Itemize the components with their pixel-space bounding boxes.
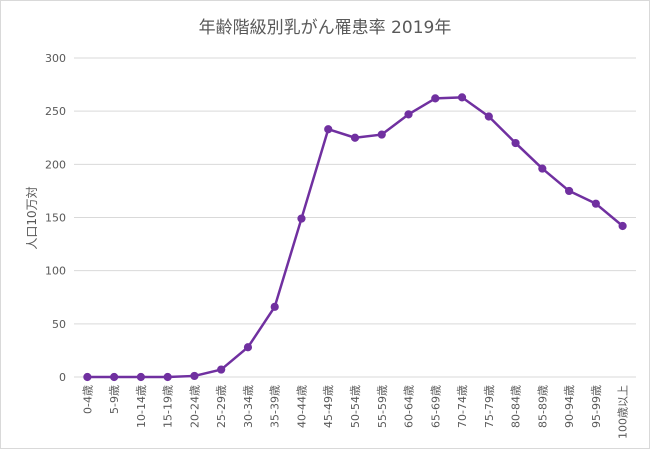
- y-tick-label: 100: [45, 265, 66, 278]
- data-point: [270, 302, 279, 311]
- x-tick-label: 50-54歳: [349, 385, 362, 428]
- data-point: [618, 221, 627, 231]
- data-point: [297, 214, 306, 223]
- y-tick-label: 0: [59, 371, 66, 384]
- chart-title: 年齢階級別乳がん罹患率 2019年: [199, 18, 452, 38]
- data-point: [511, 138, 520, 148]
- data-point: [431, 94, 440, 103]
- data-point: [110, 372, 119, 382]
- data-point: [83, 372, 92, 382]
- data-point: [404, 110, 413, 119]
- data-point: [163, 372, 172, 382]
- data-point: [484, 112, 493, 121]
- x-tick-label: 35-39歳: [269, 385, 282, 428]
- y-tick-label: 250: [45, 105, 66, 118]
- x-tick-label: 25-29歳: [215, 385, 228, 428]
- x-tick-label: 0-4歳: [81, 385, 94, 414]
- x-tick-label: 75-79歳: [483, 385, 496, 428]
- x-tick-label: 15-19歳: [162, 385, 175, 428]
- data-point: [538, 164, 547, 173]
- x-tick-label: 80-84歳: [510, 385, 523, 428]
- data-point: [350, 133, 360, 142]
- x-tick-label: 70-74歳: [456, 385, 469, 428]
- data-point: [377, 130, 386, 139]
- data-point: [591, 199, 600, 208]
- y-tick-label: 200: [45, 158, 66, 171]
- data-point: [243, 343, 253, 352]
- gridlines: [74, 57, 636, 378]
- x-tick-label: 65-69歳: [429, 385, 442, 428]
- series-group: [83, 93, 627, 382]
- y-tick-label: 300: [45, 52, 66, 65]
- x-tick-label: 95-99歳: [590, 385, 603, 428]
- x-tick-label: 90-94歳: [563, 385, 576, 428]
- x-tick-label: 40-44歳: [295, 385, 308, 428]
- data-point: [324, 125, 333, 134]
- x-tick-label: 10-14歳: [135, 385, 148, 428]
- y-axis-label: 人口10万対: [25, 186, 39, 249]
- y-tick-labels: 0 50 100 150 200 250 300: [45, 52, 66, 384]
- x-tick-label: 60-64歳: [403, 385, 416, 428]
- data-point: [136, 372, 146, 382]
- x-tick-label: 55-59歳: [376, 385, 389, 428]
- data-point: [190, 371, 199, 381]
- x-tick-label: 5-9歳: [108, 385, 121, 414]
- x-tick-label: 45-49歳: [322, 385, 335, 428]
- x-tick-label: 20-24歳: [188, 385, 201, 428]
- data-point: [564, 186, 574, 196]
- y-tick-label: 50: [52, 318, 66, 331]
- data-point: [217, 365, 226, 374]
- x-tick-label: 30-34歳: [242, 385, 255, 428]
- x-tick-label: 100歳以上: [617, 385, 630, 439]
- data-point: [457, 93, 467, 102]
- y-tick-label: 150: [45, 212, 66, 225]
- x-tick-labels: 0-4歳 5-9歳 10-14歳 15-19歳 20-24歳 25-29歳 30-34歳 35…: [81, 385, 629, 439]
- x-tick-label: 85-89歳: [536, 385, 549, 428]
